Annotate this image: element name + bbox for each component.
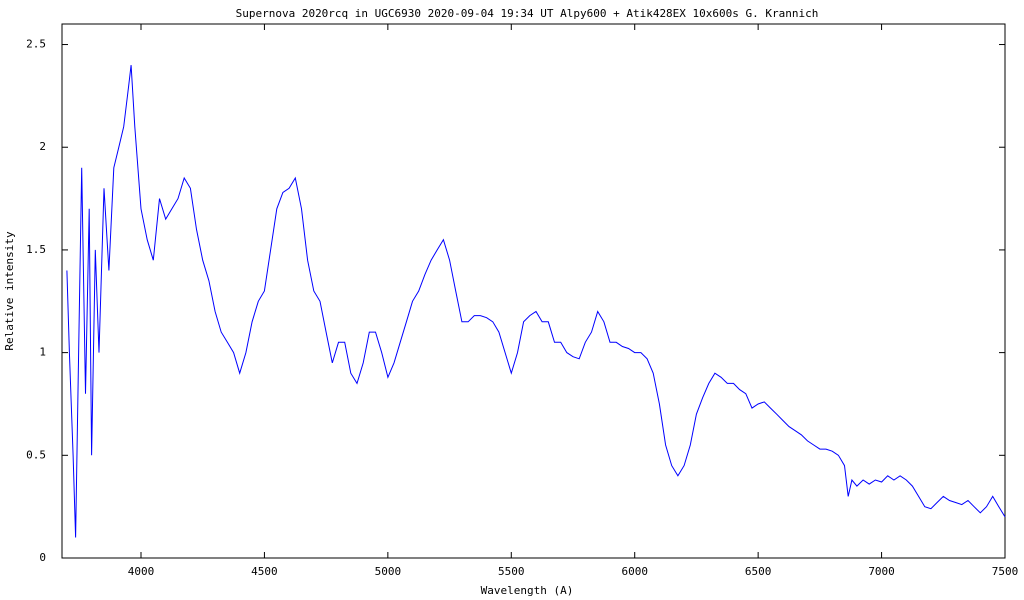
chart-title: Supernova 2020rcq in UGC6930 2020-09-04 … bbox=[236, 7, 819, 20]
y-tick-label: 0.5 bbox=[26, 448, 46, 461]
x-tick-label: 4500 bbox=[251, 565, 278, 578]
x-axis-label: Wavelength (A) bbox=[481, 584, 574, 597]
y-tick-label: 1 bbox=[39, 346, 46, 359]
x-tick-label: 6500 bbox=[745, 565, 772, 578]
x-tick-label: 4000 bbox=[128, 565, 155, 578]
y-tick-label: 0 bbox=[39, 551, 46, 564]
y-axis-label: Relative intensity bbox=[3, 231, 16, 351]
x-tick-label: 7500 bbox=[992, 565, 1019, 578]
x-tick-label: 5500 bbox=[498, 565, 525, 578]
y-tick-label: 1.5 bbox=[26, 243, 46, 256]
x-tick-label: 7000 bbox=[868, 565, 895, 578]
spectrum-line bbox=[66, 65, 1006, 538]
x-tick-label: 5000 bbox=[375, 565, 402, 578]
x-tick-label: 6000 bbox=[621, 565, 648, 578]
plot-frame bbox=[61, 23, 1006, 559]
y-tick-label: 2 bbox=[39, 140, 46, 153]
y-tick-label: 2.5 bbox=[26, 38, 46, 51]
